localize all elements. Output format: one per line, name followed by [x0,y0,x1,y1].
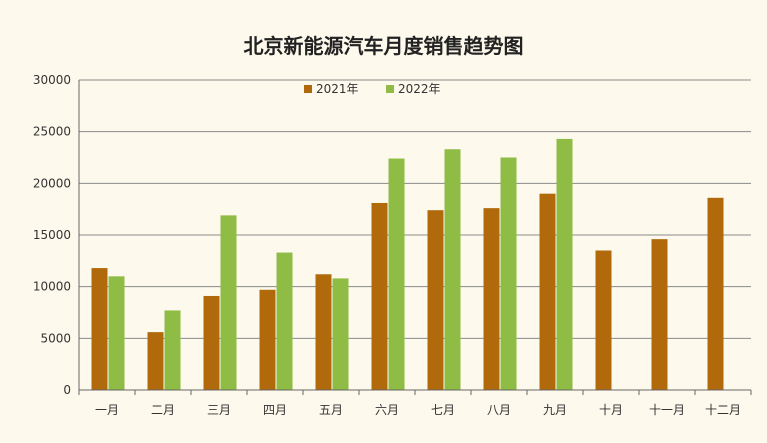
x-tick-label: 六月 [375,403,399,417]
bar-2021年-十二月 [707,197,724,390]
x-tick-label: 二月 [151,403,175,417]
bar-2022年-三月 [220,215,237,390]
y-tick-label: 30000 [33,73,71,87]
bar-2021年-一月 [91,268,108,390]
bar-2021年-十一月 [651,239,668,390]
y-tick-label: 10000 [33,280,71,294]
legend-label: 2021年 [316,82,359,96]
y-tick-label: 20000 [33,176,71,190]
legend: 2021年 2022年 [304,82,441,96]
bar-2021年-三月 [203,295,220,390]
bar-2022年-七月 [444,149,461,390]
bar-2022年-九月 [556,138,573,390]
bar-2021年-九月 [539,193,556,390]
x-tick-label: 十二月 [705,403,741,417]
legend-swatch [304,85,312,93]
bar-2021年-七月 [427,210,444,390]
bar-2021年-八月 [483,208,500,390]
bar-2021年-二月 [147,332,164,390]
legend-label: 2022年 [398,82,441,96]
x-tick-label: 五月 [319,403,343,417]
bars-layer [91,138,724,390]
x-tick-label: 八月 [487,403,511,417]
bar-2022年-二月 [164,310,181,390]
x-tick-label: 十月 [599,403,623,417]
grid-layer [79,79,751,339]
x-tick-label: 三月 [207,403,231,417]
x-tick-label: 十一月 [649,403,685,417]
bar-2021年-五月 [315,274,332,390]
bar-2022年-八月 [500,157,517,390]
bar-2022年-一月 [108,276,125,390]
y-tick-label: 0 [63,383,71,397]
y-tick-label: 5000 [40,331,71,345]
bar-2021年-四月 [259,289,276,390]
bar-2022年-五月 [332,278,349,390]
bar-2022年-四月 [276,252,293,390]
x-tick-label: 一月 [95,403,119,417]
x-tick-label: 四月 [263,403,287,417]
x-tick-label: 九月 [543,403,567,417]
y-tick-label: 15000 [33,228,71,242]
bar-2022年-六月 [388,158,405,390]
bar-2021年-六月 [371,202,388,390]
x-tick-label: 七月 [431,403,455,417]
axis-layer: 0 5000 10000 15000 20000 25000 30000 一月 二月 三月 四月 五月… [33,73,752,417]
y-tick-label: 25000 [33,125,71,139]
bar-2021年-十月 [595,250,612,390]
legend-swatch [386,85,394,93]
chart-title: 北京新能源汽车月度销售趋势图 [243,34,524,58]
